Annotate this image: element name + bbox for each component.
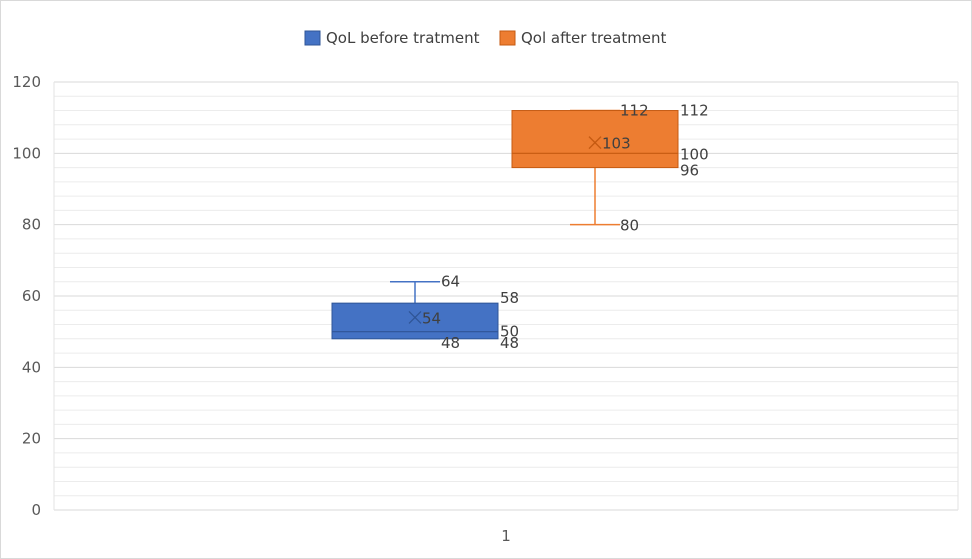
iqr-box (511, 110, 679, 169)
data-label: 64 (441, 273, 460, 291)
legend-item-after: Qol after treatment (499, 29, 667, 47)
data-label: 100 (680, 145, 709, 163)
data-label: 96 (680, 162, 699, 180)
y-tick-label: 100 (12, 144, 41, 162)
legend-swatch (499, 30, 516, 46)
y-tick-label: 60 (22, 287, 41, 305)
legend-label: Qol after treatment (521, 29, 667, 47)
legend: QoL before tratment Qol after treatment (304, 29, 667, 47)
y-tick-label: 40 (22, 358, 41, 376)
data-label: 80 (620, 217, 639, 235)
y-tick-label: 20 (22, 430, 41, 448)
data-label: 58 (500, 289, 519, 307)
box-after-treatment (511, 109, 679, 226)
mean-marker (588, 136, 602, 150)
y-tick-label: 80 (22, 216, 41, 234)
y-tick-label: 0 (31, 501, 41, 519)
data-label: 112 (620, 102, 649, 120)
box-before-treatment (331, 280, 499, 340)
x-axis-tick-labels: 1 (501, 527, 511, 545)
data-label: 54 (422, 309, 441, 327)
legend-swatch (304, 30, 321, 46)
x-tick-label: 1 (501, 527, 511, 545)
gridlines (53, 81, 959, 511)
iqr-box (331, 302, 499, 340)
box-series (331, 109, 679, 340)
data-label: 48 (500, 334, 519, 352)
data-label: 48 (441, 334, 460, 352)
data-label: 103 (602, 135, 631, 153)
y-axis-tick-labels: 0 20 40 60 80 100 120 (12, 73, 41, 519)
data-label: 112 (680, 102, 709, 120)
y-tick-label: 120 (12, 73, 41, 91)
legend-item-before: QoL before tratment (304, 29, 480, 47)
legend-label: QoL before tratment (326, 29, 480, 47)
data-label: 50 (500, 323, 519, 341)
mean-marker (408, 310, 422, 324)
